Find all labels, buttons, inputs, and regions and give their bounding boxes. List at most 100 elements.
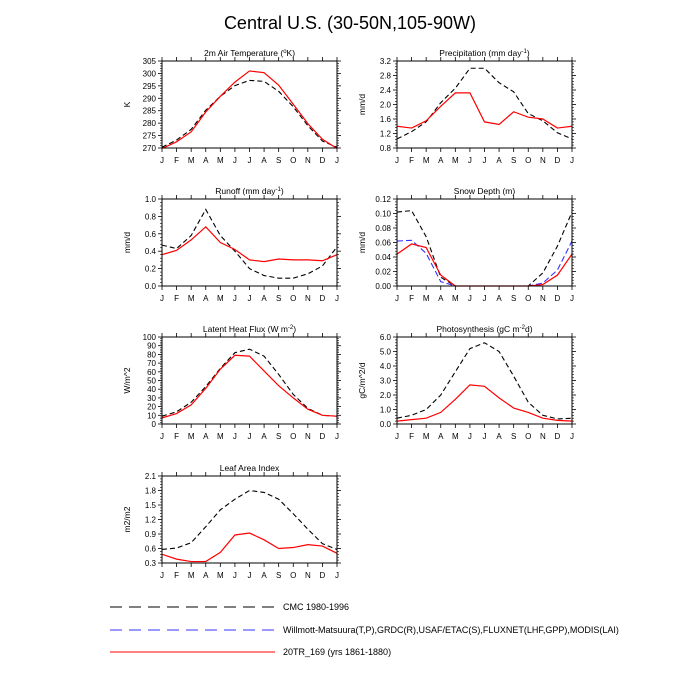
x-tick-label: J [483, 432, 487, 441]
plot-frame [396, 336, 573, 425]
x-tick-label: J [468, 156, 472, 165]
series-line-cmc [397, 67, 572, 140]
x-tick-label: N [540, 432, 546, 441]
panel-title-suffix: ) [527, 48, 530, 58]
y-tick-label: 40 [147, 385, 156, 394]
x-tick-label: D [555, 432, 561, 441]
y-tick-label: 290 [143, 94, 157, 103]
x-tick-label: F [174, 571, 179, 580]
plot-frame [161, 475, 338, 564]
y-tick-label: 3.0 [380, 377, 392, 386]
x-tick-label: M [188, 156, 195, 165]
x-tick-label: M [452, 294, 459, 303]
figure-title: Central U.S. (30-50N,105-90W) [224, 13, 476, 33]
series-line-model [162, 226, 337, 263]
x-tick-label: J [335, 432, 339, 441]
panel-title-text: Leaf Area Index [220, 463, 280, 473]
x-tick-label: A [261, 432, 267, 441]
x-tick-label: J [233, 156, 237, 165]
x-tick-label: J [395, 432, 399, 441]
x-tick-label: J [248, 432, 252, 441]
y-axis-label: mm/d [122, 232, 132, 254]
x-tick-label: A [203, 156, 209, 165]
x-tick-label: D [555, 156, 561, 165]
y-tick-label: 50 [147, 377, 156, 386]
panel-title-suffix: ) [293, 324, 296, 334]
x-tick-label: N [540, 294, 546, 303]
x-tick-label: J [233, 432, 237, 441]
y-tick-label: 0.2 [145, 265, 157, 274]
plot-frame [396, 60, 573, 149]
y-tick-label: 275 [143, 132, 157, 141]
y-tick-label: 80 [147, 350, 156, 359]
x-tick-label: A [261, 156, 267, 165]
panel-title-text: Latent Heat Flux (W m [203, 324, 288, 334]
x-tick-label: J [335, 571, 339, 580]
x-tick-label: J [395, 294, 399, 303]
y-tick-label: 5.0 [380, 348, 392, 357]
y-tick-label: 100 [143, 333, 157, 342]
x-tick-label: D [320, 432, 326, 441]
x-tick-label: S [276, 156, 281, 165]
x-tick-label: J [570, 156, 574, 165]
y-tick-label: 0.10 [375, 210, 391, 219]
y-tick-label: 1.0 [380, 406, 392, 415]
y-tick-label: 60 [147, 368, 156, 377]
series-line-cmc [162, 348, 337, 417]
plot-frame [161, 60, 338, 149]
x-tick-label: A [438, 432, 444, 441]
x-tick-label: J [483, 294, 487, 303]
x-tick-label: S [511, 156, 516, 165]
x-tick-label: S [511, 432, 516, 441]
x-tick-label: M [423, 432, 430, 441]
x-tick-label: J [335, 156, 339, 165]
x-tick-label: F [409, 294, 414, 303]
y-tick-label: 1.5 [145, 501, 157, 510]
x-tick-label: J [248, 156, 252, 165]
x-tick-label: A [438, 156, 444, 165]
x-tick-label: J [570, 294, 574, 303]
panel-snow: Snow Depth (m) mm/d 0.00 0.02 0.04 0.06 0.08 0.… [357, 186, 576, 303]
x-tick-label: A [203, 432, 209, 441]
x-tick-label: A [203, 571, 209, 580]
y-tick-label: 0.8 [380, 144, 392, 153]
plot-frame [161, 198, 338, 287]
x-tick-label: M [423, 156, 430, 165]
y-tick-label: 0.4 [145, 247, 157, 256]
legend-label-obs: Willmott-Matsuura(T,P),GRDC(R),USAF/ETAC… [283, 625, 619, 635]
y-tick-label: 20 [147, 403, 156, 412]
panel-title-superscript: o [283, 49, 287, 55]
y-axis-label: mm/d [357, 94, 367, 116]
x-tick-label: F [174, 432, 179, 441]
y-tick-label: 270 [143, 144, 157, 153]
y-tick-label: 1.2 [145, 516, 157, 525]
panel-title-superscript: -1 [276, 187, 282, 193]
y-axis-label: mm/d [357, 232, 367, 254]
panel-title-superscript: -2 [288, 325, 294, 331]
x-tick-label: O [525, 432, 531, 441]
series-line-model [162, 354, 337, 419]
y-tick-label: 30 [147, 394, 156, 403]
x-tick-label: J [335, 294, 339, 303]
x-tick-label: A [261, 294, 267, 303]
y-tick-label: 0.08 [375, 224, 391, 233]
panel-title-text: Runoff (mm day [215, 186, 276, 196]
y-tick-label: 0.8 [145, 212, 157, 221]
series-line-cmc [162, 79, 337, 148]
panel-title: Leaf Area Index [220, 463, 280, 473]
x-tick-label: S [276, 294, 281, 303]
x-tick-label: J [160, 294, 164, 303]
x-tick-label: J [483, 156, 487, 165]
panel-temp: 2m Air Temperature (oK) K 270 275 280 285 290 2… [122, 48, 341, 165]
plot-frame [161, 336, 338, 425]
y-tick-label: 0.12 [375, 195, 391, 204]
legend-label-cmc: CMC 1980-1996 [283, 602, 349, 612]
y-tick-label: 0.6 [145, 230, 157, 239]
x-tick-label: A [203, 294, 209, 303]
x-tick-label: A [261, 571, 267, 580]
x-tick-label: O [290, 571, 296, 580]
y-tick-label: 4.0 [380, 362, 392, 371]
x-tick-label: J [233, 294, 237, 303]
y-tick-label: 2.8 [380, 72, 392, 81]
